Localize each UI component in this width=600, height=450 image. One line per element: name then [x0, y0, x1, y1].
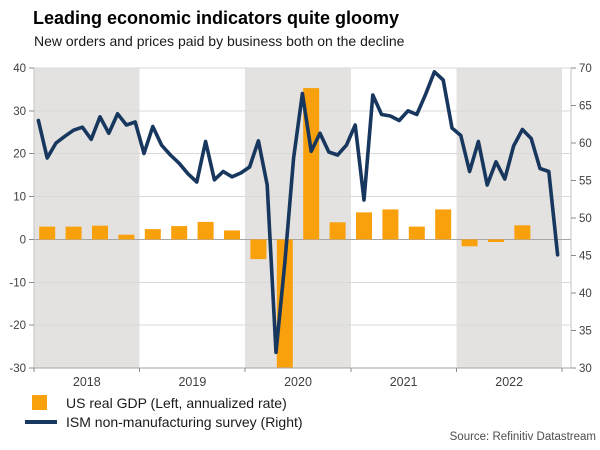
right-axis-tick-label: 55 [579, 176, 592, 188]
axis-labels: 40 30 20 10 0 -10 -20 -30 70 65 60 55 50 45 40 35 30 2018… [9, 63, 591, 389]
legend-item-ism: ISM non-manufacturing survey (Right) [24, 412, 303, 431]
gdp-bar [408, 226, 425, 240]
left-axis-tick-label: 30 [13, 106, 26, 118]
ism-line [36, 70, 560, 355]
left-axis-tick-label: -30 [9, 363, 26, 375]
gdp-marker-wrap [24, 395, 58, 410]
gdp-bar [356, 212, 372, 240]
legend-label-gdp: US real GDP (Left, annualized rate) [66, 394, 287, 411]
gdp-bar [461, 239, 478, 247]
ism-line-group [36, 70, 560, 355]
gdp-bar [92, 225, 108, 240]
gdp-bar [250, 239, 267, 260]
x-axis-year-label: 2020 [284, 375, 312, 389]
gdp-bar [39, 226, 56, 240]
left-axis-tick-label: -20 [9, 320, 26, 332]
right-axis-tick-label: 35 [579, 326, 592, 338]
gdp-bar [197, 221, 214, 240]
x-axis-year-label: 2021 [390, 375, 418, 389]
x-axis-year-label: 2019 [178, 375, 206, 389]
left-axis-tick-label: 40 [13, 63, 26, 75]
left-axis-tick-label: 20 [13, 149, 26, 161]
gdp-bar [276, 239, 293, 368]
gdp-bar [144, 229, 161, 240]
x-axis-year-label: 2018 [73, 375, 101, 389]
right-axis-tick-label: 60 [579, 138, 592, 150]
left-axis-tick-label: -10 [9, 277, 26, 289]
gdp-bar [488, 239, 504, 242]
chart-legend: US real GDP (Left, annualized rate) ISM … [24, 393, 303, 431]
gdp-bar [514, 225, 531, 240]
axes [29, 67, 576, 372]
x-axis-year-label: 2022 [495, 375, 523, 389]
right-axis-tick-label: 70 [579, 63, 592, 75]
gdp-bar [65, 226, 82, 240]
ism-marker-wrap [24, 419, 58, 424]
right-axis-tick-label: 40 [579, 288, 592, 300]
gdp-bar-swatch-icon [32, 395, 47, 410]
gdp-bar [382, 209, 399, 240]
gdp-bar [171, 226, 188, 240]
right-axis-tick-label: 45 [579, 251, 592, 263]
right-axis-tick-label: 65 [579, 101, 592, 113]
gdp-bar [224, 230, 240, 240]
source-note: Source: Refinitiv Datastream [449, 431, 596, 443]
chart-subtitle: New orders and prices paid by business b… [34, 33, 405, 49]
left-axis-tick-label: 10 [13, 192, 26, 204]
left-axis-tick-label: 0 [20, 234, 26, 246]
gdp-bar [329, 222, 346, 240]
gdp-bar [118, 234, 135, 240]
chart-title: Leading economic indicators quite gloomy [33, 8, 400, 28]
ism-line-swatch-icon [25, 419, 57, 424]
right-axis-tick-label: 50 [579, 213, 592, 225]
right-axis-tick-label: 30 [579, 363, 592, 375]
legend-label-ism: ISM non-manufacturing survey (Right) [66, 413, 303, 430]
legend-item-gdp: US real GDP (Left, annualized rate) [24, 393, 303, 412]
gdp-bar [435, 209, 452, 240]
